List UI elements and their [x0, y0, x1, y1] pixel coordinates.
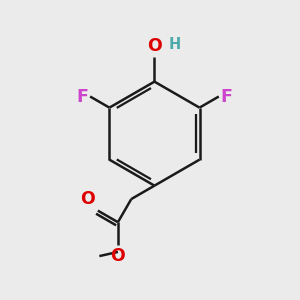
Text: H: H	[169, 37, 181, 52]
Text: F: F	[220, 88, 232, 106]
Text: O: O	[147, 37, 162, 55]
Text: F: F	[76, 88, 88, 106]
Text: O: O	[80, 190, 95, 208]
Text: O: O	[110, 247, 125, 265]
